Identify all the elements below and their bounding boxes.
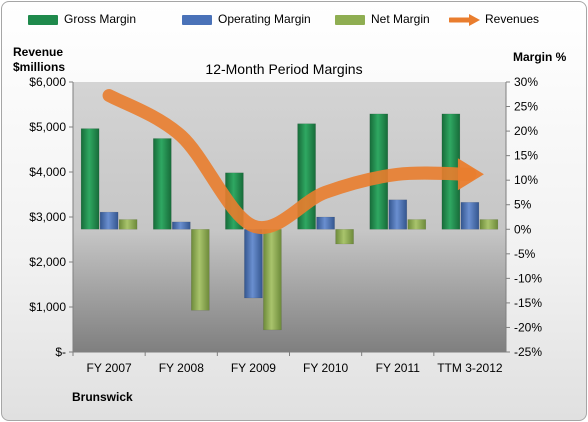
bar-net-margin-3 bbox=[335, 229, 354, 245]
left-axis-title-line1: Revenue bbox=[13, 45, 64, 59]
right-tick-label-5: 5% bbox=[514, 198, 532, 212]
bar-net-margin-0 bbox=[118, 219, 138, 230]
right-tick-label-6: 0% bbox=[514, 222, 532, 236]
legend-item-gross-margin: Gross Margin bbox=[28, 12, 136, 26]
right-tick-label-9: -15% bbox=[514, 296, 542, 310]
legend-item-net-margin: Net Margin bbox=[335, 12, 430, 26]
legend-label-revenues: Revenues bbox=[485, 12, 540, 26]
right-tick-label-2: 20% bbox=[514, 124, 538, 138]
bar-gross-margin-1 bbox=[153, 138, 172, 230]
bar-operating-margin-0 bbox=[99, 211, 119, 230]
legend-swatch-revenues bbox=[447, 13, 480, 26]
left-tick-label-0: $- bbox=[55, 345, 66, 359]
legend-swatch-operating bbox=[182, 14, 212, 25]
left-axis-title-line2: $millions bbox=[13, 60, 66, 74]
revenue-arrowhead bbox=[457, 158, 484, 191]
x-tick-label-5: TTM 3-2012 bbox=[437, 361, 503, 375]
bar-net-margin-4 bbox=[407, 219, 427, 230]
left-tick-label-6: $6,000 bbox=[29, 75, 66, 89]
right-tick-label-11: -25% bbox=[514, 345, 542, 359]
legend-swatch-gross bbox=[28, 14, 58, 25]
bar-operating-margin-4 bbox=[388, 199, 408, 230]
bar-operating-margin-3 bbox=[316, 216, 335, 230]
bar-gross-margin-0 bbox=[80, 128, 100, 230]
x-tick-label-3: FY 2010 bbox=[303, 361, 348, 375]
legend-label-operating: Operating Margin bbox=[218, 12, 311, 26]
revenue-line bbox=[102, 89, 477, 235]
right-tick-label-1: 25% bbox=[514, 100, 538, 114]
left-tick-label-2: $2,000 bbox=[29, 255, 66, 269]
right-tick-label-0: 30% bbox=[514, 75, 538, 89]
company-name: Brunswick bbox=[72, 390, 133, 404]
legend-label-gross: Gross Margin bbox=[64, 12, 137, 26]
bar-operating-margin-2 bbox=[244, 229, 263, 299]
right-tick-label-4: 10% bbox=[514, 173, 538, 187]
bar-net-margin-1 bbox=[191, 229, 210, 311]
legend-item-revenues: Revenues bbox=[447, 12, 540, 26]
left-tick-label-1: $1,000 bbox=[29, 300, 66, 314]
x-tick-label-4: FY 2011 bbox=[376, 361, 421, 375]
x-tick-label-0: FY 2007 bbox=[87, 361, 132, 375]
right-axis-title: Margin % bbox=[513, 50, 567, 64]
bar-net-margin-2 bbox=[263, 229, 282, 331]
revenue-line-layer bbox=[102, 89, 484, 235]
axis-layer: $- $1,000 $2,000 $3,000 $4,000 $5,000 $6,000 30… bbox=[29, 75, 542, 375]
bar-operating-margin-1 bbox=[172, 221, 191, 230]
chart-title: 12-Month Period Margins bbox=[205, 61, 362, 77]
right-tick-label-10: -20% bbox=[514, 320, 542, 334]
x-tick-label-2: FY 2009 bbox=[231, 361, 276, 375]
left-tick-label-4: $4,000 bbox=[29, 165, 66, 179]
legend-swatch-net bbox=[335, 14, 365, 25]
left-tick-label-3: $3,000 bbox=[29, 210, 66, 224]
legend-label-net: Net Margin bbox=[371, 12, 430, 26]
right-tick-label-3: 15% bbox=[514, 149, 538, 163]
right-tick-label-8: -10% bbox=[514, 271, 542, 285]
bar-net-margin-5 bbox=[479, 219, 499, 230]
legend: Gross Margin Operating Margin Net Margin… bbox=[2, 10, 586, 32]
left-tick-label-5: $5,000 bbox=[29, 120, 66, 134]
bar-operating-margin-5 bbox=[460, 202, 480, 230]
x-tick-label-1: FY 2008 bbox=[159, 361, 204, 375]
right-tick-label-7: -5% bbox=[514, 247, 536, 261]
legend-item-operating-margin: Operating Margin bbox=[182, 12, 311, 26]
bars-layer bbox=[80, 113, 499, 331]
